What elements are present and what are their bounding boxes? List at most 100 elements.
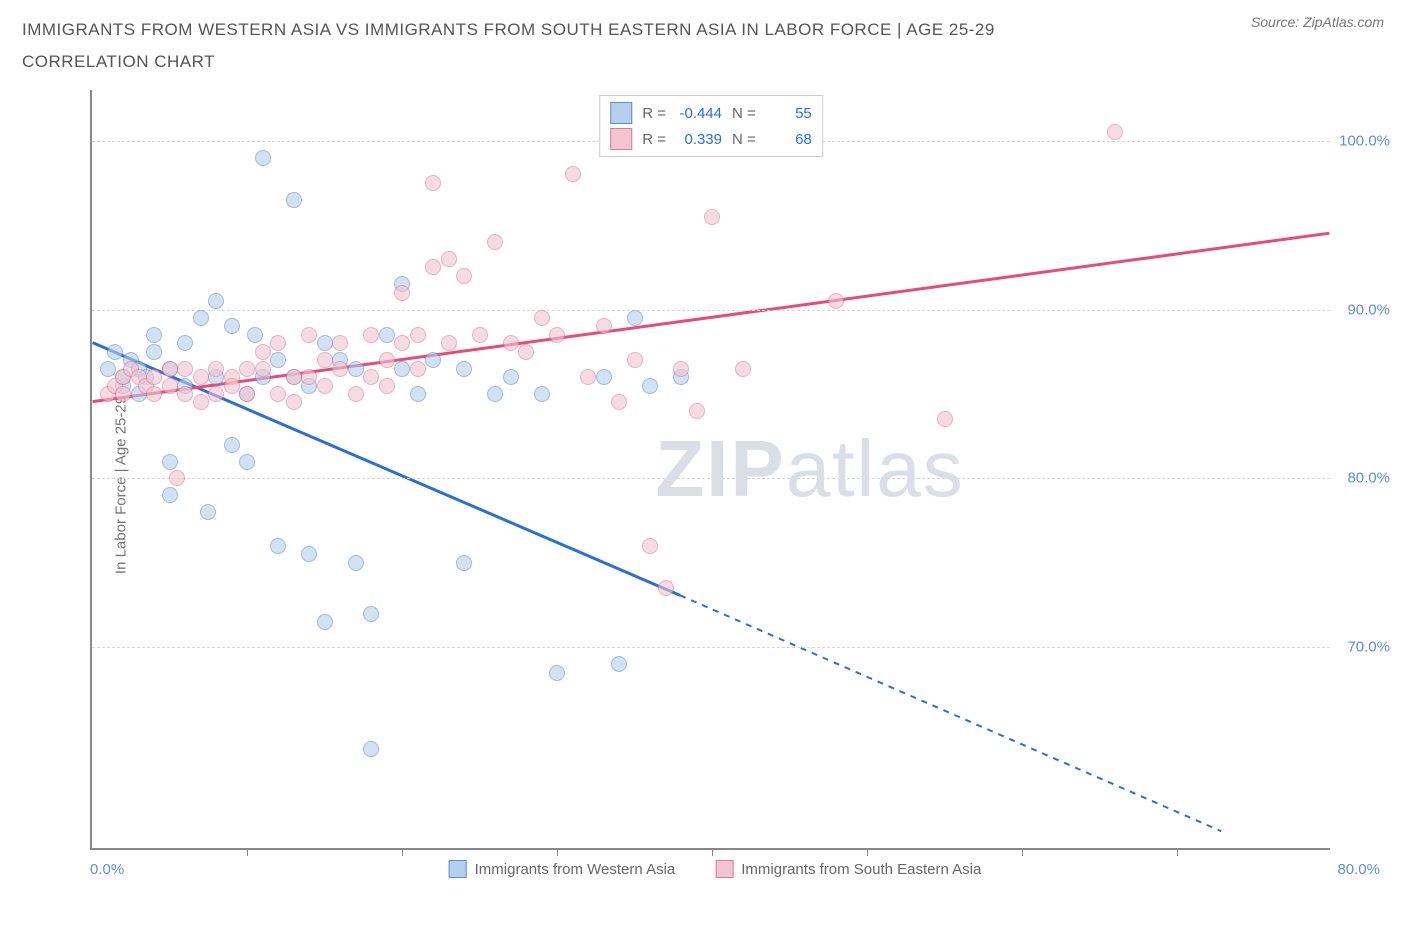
gridline	[92, 310, 1330, 311]
data-point	[200, 504, 216, 520]
data-point	[441, 335, 457, 351]
data-point	[658, 580, 674, 596]
data-point	[169, 470, 185, 486]
stats-legend-row: R = 0.339 N = 68	[610, 126, 812, 152]
x-tick	[1177, 848, 1178, 856]
data-point	[286, 192, 302, 208]
data-point	[596, 318, 612, 334]
data-point	[224, 318, 240, 334]
data-point	[379, 327, 395, 343]
data-point	[286, 369, 302, 385]
data-point	[503, 335, 519, 351]
data-point	[348, 555, 364, 571]
data-point	[208, 293, 224, 309]
data-point	[410, 386, 426, 402]
legend-label: Immigrants from Western Asia	[475, 861, 676, 878]
data-point	[642, 538, 658, 554]
data-point	[255, 344, 271, 360]
stats-legend: R = -0.444 N = 55 R = 0.339 N = 68	[599, 95, 823, 157]
data-point	[208, 361, 224, 377]
data-point	[301, 546, 317, 562]
data-point	[642, 378, 658, 394]
data-point	[472, 327, 488, 343]
data-point	[828, 293, 844, 309]
data-point	[689, 403, 705, 419]
data-point	[255, 361, 271, 377]
r-label: R =	[642, 105, 666, 122]
data-point	[611, 656, 627, 672]
data-point	[162, 487, 178, 503]
x-tick	[557, 848, 558, 856]
data-point	[673, 361, 689, 377]
legend-item: Immigrants from South Eastern Asia	[715, 860, 981, 878]
data-point	[317, 614, 333, 630]
data-point	[549, 327, 565, 343]
data-point	[425, 259, 441, 275]
data-point	[410, 327, 426, 343]
data-point	[534, 386, 550, 402]
legend-item: Immigrants from Western Asia	[449, 860, 676, 878]
y-tick-label: 90.0%	[1335, 301, 1390, 318]
r-value: 0.339	[676, 131, 722, 148]
y-tick-label: 100.0%	[1335, 132, 1390, 149]
data-point	[224, 378, 240, 394]
data-point	[363, 369, 379, 385]
legend-swatch	[610, 102, 632, 124]
data-point	[270, 386, 286, 402]
legend-label: Immigrants from South Eastern Asia	[741, 861, 981, 878]
y-tick-label: 70.0%	[1335, 639, 1390, 656]
data-point	[394, 361, 410, 377]
chart-title: IMMIGRANTS FROM WESTERN ASIA VS IMMIGRAN…	[22, 14, 1122, 79]
data-point	[1107, 124, 1123, 140]
data-point	[596, 369, 612, 385]
data-point	[379, 352, 395, 368]
source-citation: Source: ZipAtlas.com	[1251, 14, 1384, 30]
data-point	[162, 454, 178, 470]
data-point	[410, 361, 426, 377]
data-point	[425, 352, 441, 368]
data-point	[301, 369, 317, 385]
watermark: ZIPatlas	[655, 423, 964, 515]
data-point	[425, 175, 441, 191]
data-point	[441, 251, 457, 267]
data-point	[224, 437, 240, 453]
gridline	[92, 647, 1330, 648]
data-point	[208, 386, 224, 402]
data-point	[518, 344, 534, 360]
data-point	[394, 285, 410, 301]
data-point	[379, 378, 395, 394]
data-point	[247, 327, 263, 343]
data-point	[239, 386, 255, 402]
data-point	[580, 369, 596, 385]
x-axis-max-label: 80.0%	[1337, 861, 1380, 878]
trend-lines	[92, 90, 1330, 848]
data-point	[332, 361, 348, 377]
data-point	[394, 335, 410, 351]
scatter-plot: ZIPatlas R = -0.444 N = 55 R = 0.339 N =…	[90, 90, 1330, 850]
legend-swatch	[610, 128, 632, 150]
x-axis-min-label: 0.0%	[90, 861, 124, 878]
data-point	[348, 361, 364, 377]
x-tick	[402, 848, 403, 856]
n-value: 68	[766, 131, 812, 148]
data-point	[704, 209, 720, 225]
data-point	[627, 352, 643, 368]
data-point	[146, 369, 162, 385]
data-point	[270, 538, 286, 554]
data-point	[146, 327, 162, 343]
data-point	[317, 335, 333, 351]
chart-area: In Labor Force | Age 25-29 ZIPatlas R = …	[50, 90, 1380, 880]
data-point	[239, 454, 255, 470]
x-tick	[867, 848, 868, 856]
data-point	[146, 386, 162, 402]
data-point	[937, 411, 953, 427]
data-point	[239, 361, 255, 377]
data-point	[627, 310, 643, 326]
data-point	[363, 741, 379, 757]
r-value: -0.444	[676, 105, 722, 122]
data-point	[177, 361, 193, 377]
data-point	[456, 361, 472, 377]
x-tick	[1022, 848, 1023, 856]
legend-swatch	[449, 860, 467, 878]
data-point	[565, 166, 581, 182]
